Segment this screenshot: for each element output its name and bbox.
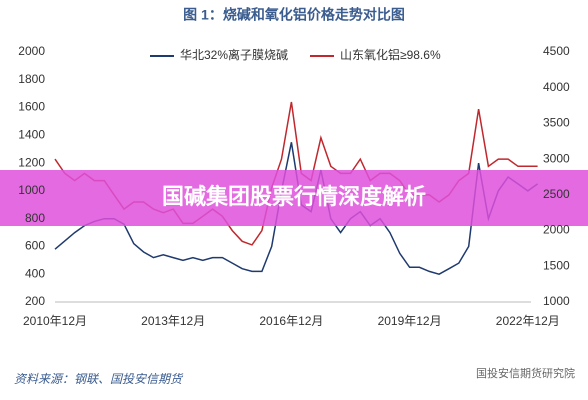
y2-tick-label: 1000 bbox=[543, 294, 570, 308]
y-tick-label: 1800 bbox=[18, 72, 45, 86]
y2-tick-label: 2000 bbox=[543, 223, 570, 237]
y-tick-label: 1200 bbox=[18, 155, 45, 169]
legend-label: 华北32%离子膜烧碱 bbox=[180, 47, 288, 62]
x-tick-label: 2010年12月 bbox=[23, 314, 87, 328]
y-tick-label: 800 bbox=[25, 211, 45, 225]
x-tick-label: 2019年12月 bbox=[378, 314, 442, 328]
y-tick-label: 1000 bbox=[18, 183, 45, 197]
y-tick-label: 1600 bbox=[18, 100, 45, 114]
chart-title: 图 1：烧碱和氧化铝价格走势对比图 bbox=[183, 7, 405, 23]
y2-tick-label: 3500 bbox=[543, 116, 570, 130]
x-tick-label: 2016年12月 bbox=[259, 314, 323, 328]
y2-tick-label: 3000 bbox=[543, 151, 570, 165]
y2-tick-label: 4500 bbox=[543, 44, 570, 58]
source: 资料来源：钢联、国投安信期货 bbox=[14, 372, 184, 386]
y-tick-label: 600 bbox=[25, 239, 45, 253]
watermark: 国投安信期货研究院 bbox=[476, 366, 575, 380]
y-tick-label: 1400 bbox=[18, 128, 45, 142]
banner-band bbox=[0, 170, 588, 226]
y2-tick-label: 1500 bbox=[543, 258, 570, 272]
y-tick-label: 400 bbox=[25, 266, 45, 280]
y-tick-label: 200 bbox=[25, 294, 45, 308]
legend-label: 山东氧化铝≥98.6% bbox=[340, 47, 441, 62]
x-tick-label: 2022年12月 bbox=[496, 314, 560, 328]
y2-tick-label: 4000 bbox=[543, 80, 570, 94]
x-tick-label: 2013年12月 bbox=[141, 314, 205, 328]
y-tick-label: 2000 bbox=[18, 44, 45, 58]
y2-tick-label: 2500 bbox=[543, 187, 570, 201]
banner-text: 国碱集团股票行情深度解析 bbox=[162, 184, 426, 209]
